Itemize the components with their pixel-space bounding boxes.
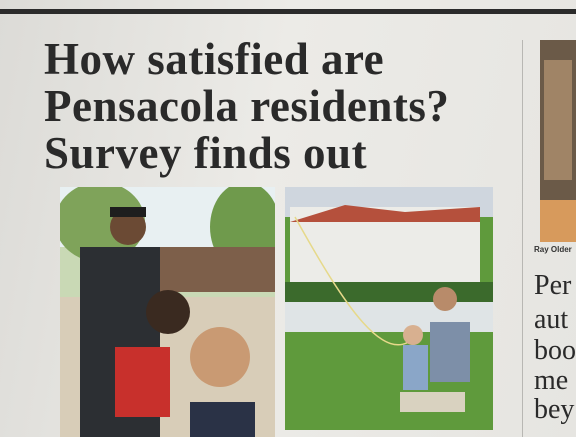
column-text: aut [534,306,568,334]
column-text: bey [534,396,574,424]
photo-caption: Ray Older [534,245,572,254]
column-divider [522,40,523,437]
photo-father-child [285,187,493,430]
side-photo [540,40,576,242]
column-text: Per [534,272,571,300]
photo-officer [60,187,275,437]
headline-line: Survey finds out [44,131,367,176]
headline-line: Pensacola residents? [44,84,449,129]
newspaper-page: How satisfied are Pensacola residents? S… [0,0,576,437]
top-rule [0,9,576,14]
column-text: me [534,367,568,395]
headline-line: How satisfied are [44,37,384,82]
column-text: boo [534,337,576,365]
